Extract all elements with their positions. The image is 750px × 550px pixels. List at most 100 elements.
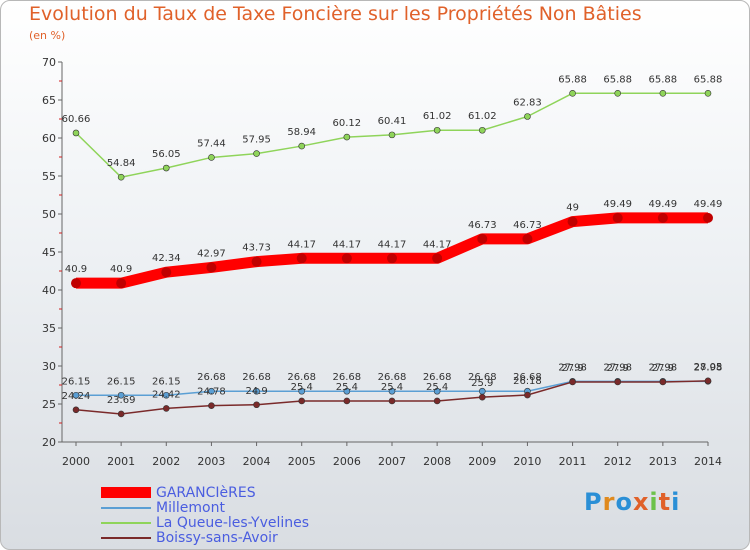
data-point (162, 164, 170, 172)
y-tick-label: 35 (42, 322, 56, 335)
line-chart: 20 25 30 35 40 45 50 55 60 65 70 2000 2001 2002 2003 20… (42, 56, 723, 468)
data-point (296, 253, 307, 264)
data-point (524, 391, 531, 399)
data-point (659, 378, 667, 386)
data-label: 28.05 (694, 362, 723, 373)
data-point (253, 387, 260, 395)
unit-label: (en %) (29, 29, 66, 42)
data-point (703, 212, 713, 223)
y-tick-label: 50 (42, 208, 56, 221)
data-label: 27.98 (558, 362, 587, 373)
data-label: 43.73 (242, 243, 271, 254)
data-point (567, 216, 578, 227)
data-point (477, 233, 488, 244)
data-point (298, 387, 306, 395)
y-tick-label: 30 (42, 360, 56, 373)
data-point (341, 253, 352, 264)
data-label: 46.73 (468, 220, 497, 231)
data-label: 61.02 (423, 111, 452, 122)
logo-letter: P (584, 488, 603, 516)
y-tick-label: 65 (42, 94, 56, 107)
data-label: 26.15 (62, 376, 91, 387)
data-point (72, 406, 80, 414)
x-tick-label: 2010 (513, 455, 541, 468)
data-point (208, 402, 215, 409)
logo-letter: i (671, 488, 681, 516)
data-point (433, 397, 441, 405)
data-label: 26.68 (287, 372, 316, 383)
x-tick-label: 2006 (333, 455, 361, 468)
x-tick-label: 2007 (378, 455, 406, 468)
data-point (117, 391, 125, 399)
data-point (478, 126, 486, 134)
legend-item: Millemont (101, 499, 309, 516)
legend-label: Boissy-sans-Avoir (156, 529, 278, 546)
y-tick-label: 25 (42, 398, 56, 411)
data-point (208, 387, 215, 395)
data-label: 61.02 (468, 111, 497, 122)
data-label: 25.4 (336, 382, 358, 393)
data-point (432, 253, 443, 264)
x-tick-label: 2005 (288, 455, 316, 468)
data-label: 26.68 (242, 372, 271, 383)
data-label: 60.12 (333, 118, 362, 129)
logo-letter: r (602, 488, 616, 516)
legend-item: GARANCIèRES (101, 485, 309, 501)
data-label: 44.17 (333, 239, 362, 250)
data-label: 27.98 (603, 362, 632, 373)
data-label: 24.78 (197, 387, 226, 398)
data-label: 42.34 (152, 253, 181, 264)
data-point (298, 397, 306, 405)
data-label: 27.9 (607, 363, 629, 374)
data-label: 25.9 (471, 378, 493, 389)
x-tick-label: 2001 (107, 455, 135, 468)
proxiti-logo: Proxiti (584, 488, 680, 516)
data-label: 23.69 (107, 395, 136, 406)
data-point (569, 90, 576, 97)
data-label: 65.88 (649, 74, 678, 85)
series-3: 24.24 23.69 24.42 24.78 24.9 25.4 25.4 25.4 25.4… (62, 362, 723, 418)
data-point (298, 142, 306, 150)
data-point (659, 90, 667, 97)
data-point (612, 212, 623, 223)
x-tick-label: 2002 (152, 455, 180, 468)
data-point (253, 401, 260, 409)
data-label: 49.49 (694, 199, 723, 210)
data-label: 24.9 (245, 386, 267, 397)
data-point (72, 391, 80, 399)
data-label: 24.24 (62, 391, 91, 402)
legend: GARANCIèRES Millemont La Queue-les-Yveline… (101, 485, 309, 546)
data-point (524, 113, 531, 120)
data-label: 65.88 (558, 74, 587, 85)
x-tick-label: 2014 (694, 455, 722, 468)
data-label: 44.17 (287, 239, 316, 250)
data-label: 26.68 (513, 372, 542, 383)
data-point (116, 278, 127, 289)
y-tick-label: 40 (42, 284, 56, 297)
x-tick-label: 2013 (649, 455, 677, 468)
data-point (433, 126, 441, 134)
legend-item: Boissy-sans-Avoir (101, 529, 309, 546)
series-0: 40.9 40.9 42.34 42.97 43.73 44.17 44.17 44.17 44… (65, 199, 723, 289)
data-point (162, 391, 170, 399)
data-label: 25.4 (381, 382, 403, 393)
data-label: 27.9 (561, 363, 583, 374)
y-tick-label: 45 (42, 246, 56, 259)
data-point (614, 378, 622, 386)
legend-label: Millemont (156, 499, 225, 516)
data-label: 26.68 (197, 372, 226, 383)
data-point (161, 267, 172, 278)
data-point (614, 90, 622, 97)
data-label: 65.88 (694, 74, 723, 85)
data-point (388, 387, 396, 395)
data-label: 46.73 (513, 220, 542, 231)
data-label: 27.9 (652, 363, 674, 374)
x-tick-label: 2011 (559, 455, 587, 468)
data-point (569, 378, 576, 386)
data-point (657, 212, 668, 223)
data-label: 60.41 (378, 116, 407, 127)
data-label: 26.15 (107, 376, 136, 387)
data-point (387, 253, 397, 264)
logo-letter: t (658, 488, 672, 516)
